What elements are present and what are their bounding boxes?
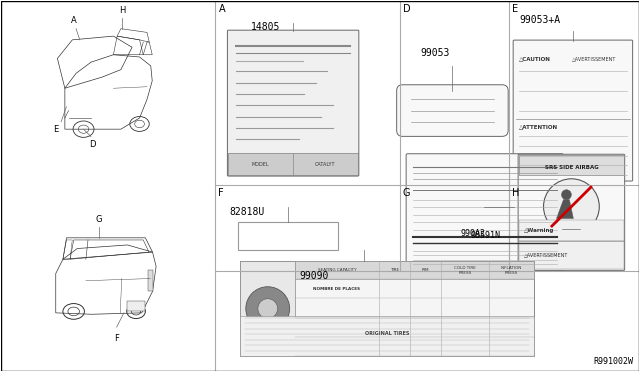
Text: H: H xyxy=(512,188,520,198)
Circle shape xyxy=(561,190,572,200)
FancyBboxPatch shape xyxy=(406,154,563,271)
Text: D: D xyxy=(89,140,96,149)
Bar xyxy=(147,270,153,291)
Text: NOMBRE DE PLACES: NOMBRE DE PLACES xyxy=(314,287,360,291)
Text: H: H xyxy=(119,6,125,15)
Text: 99053: 99053 xyxy=(420,48,449,58)
Bar xyxy=(238,222,338,250)
FancyBboxPatch shape xyxy=(397,85,508,137)
FancyBboxPatch shape xyxy=(518,154,625,270)
Text: F: F xyxy=(218,188,224,198)
Text: G: G xyxy=(403,188,410,198)
Text: △CAUTION: △CAUTION xyxy=(519,57,551,61)
Text: △AVERTISSEMENT: △AVERTISSEMENT xyxy=(524,253,568,257)
Bar xyxy=(228,153,358,175)
Text: SRS SIDE AIRBAG: SRS SIDE AIRBAG xyxy=(545,165,598,170)
Text: G: G xyxy=(95,215,102,224)
Circle shape xyxy=(258,299,278,318)
Text: INFLATION
PRESS: INFLATION PRESS xyxy=(500,266,522,275)
Text: R991002W: R991002W xyxy=(594,357,634,366)
Bar xyxy=(127,301,145,311)
Bar xyxy=(295,262,534,279)
Bar xyxy=(519,241,623,269)
Text: 990A2: 990A2 xyxy=(460,230,485,238)
Text: 14805: 14805 xyxy=(251,22,280,32)
Text: COLD TIRE
PRESS: COLD TIRE PRESS xyxy=(454,266,476,275)
Circle shape xyxy=(246,287,290,330)
Text: 82818U: 82818U xyxy=(229,207,264,217)
Circle shape xyxy=(543,179,599,234)
Bar xyxy=(519,155,623,175)
FancyBboxPatch shape xyxy=(513,40,632,181)
Text: MODEL: MODEL xyxy=(252,162,269,167)
Text: D: D xyxy=(403,4,410,15)
Bar xyxy=(241,262,534,356)
Text: F: F xyxy=(115,334,119,343)
Text: A: A xyxy=(71,16,77,25)
Text: SEATING CAPACITY: SEATING CAPACITY xyxy=(317,268,356,272)
Text: 99090: 99090 xyxy=(299,272,328,282)
Polygon shape xyxy=(556,200,573,218)
Text: E: E xyxy=(53,125,58,134)
Text: CATALYT: CATALYT xyxy=(316,162,336,167)
Text: △AVERTISSEMENT: △AVERTISSEMENT xyxy=(572,57,616,61)
Text: 98591N: 98591N xyxy=(470,231,500,240)
Text: A: A xyxy=(218,4,225,15)
Text: TIRE: TIRE xyxy=(390,268,399,272)
Bar xyxy=(241,262,295,356)
Text: △ATTENTION: △ATTENTION xyxy=(519,124,558,129)
Text: △Warning: △Warning xyxy=(524,228,554,233)
Bar xyxy=(519,220,623,241)
FancyBboxPatch shape xyxy=(227,30,359,176)
Text: 99053+A: 99053+A xyxy=(519,15,561,25)
Text: ORIGINAL TIRES: ORIGINAL TIRES xyxy=(365,331,410,336)
Text: RIM: RIM xyxy=(422,268,429,272)
Text: E: E xyxy=(512,4,518,15)
Bar xyxy=(241,316,534,356)
